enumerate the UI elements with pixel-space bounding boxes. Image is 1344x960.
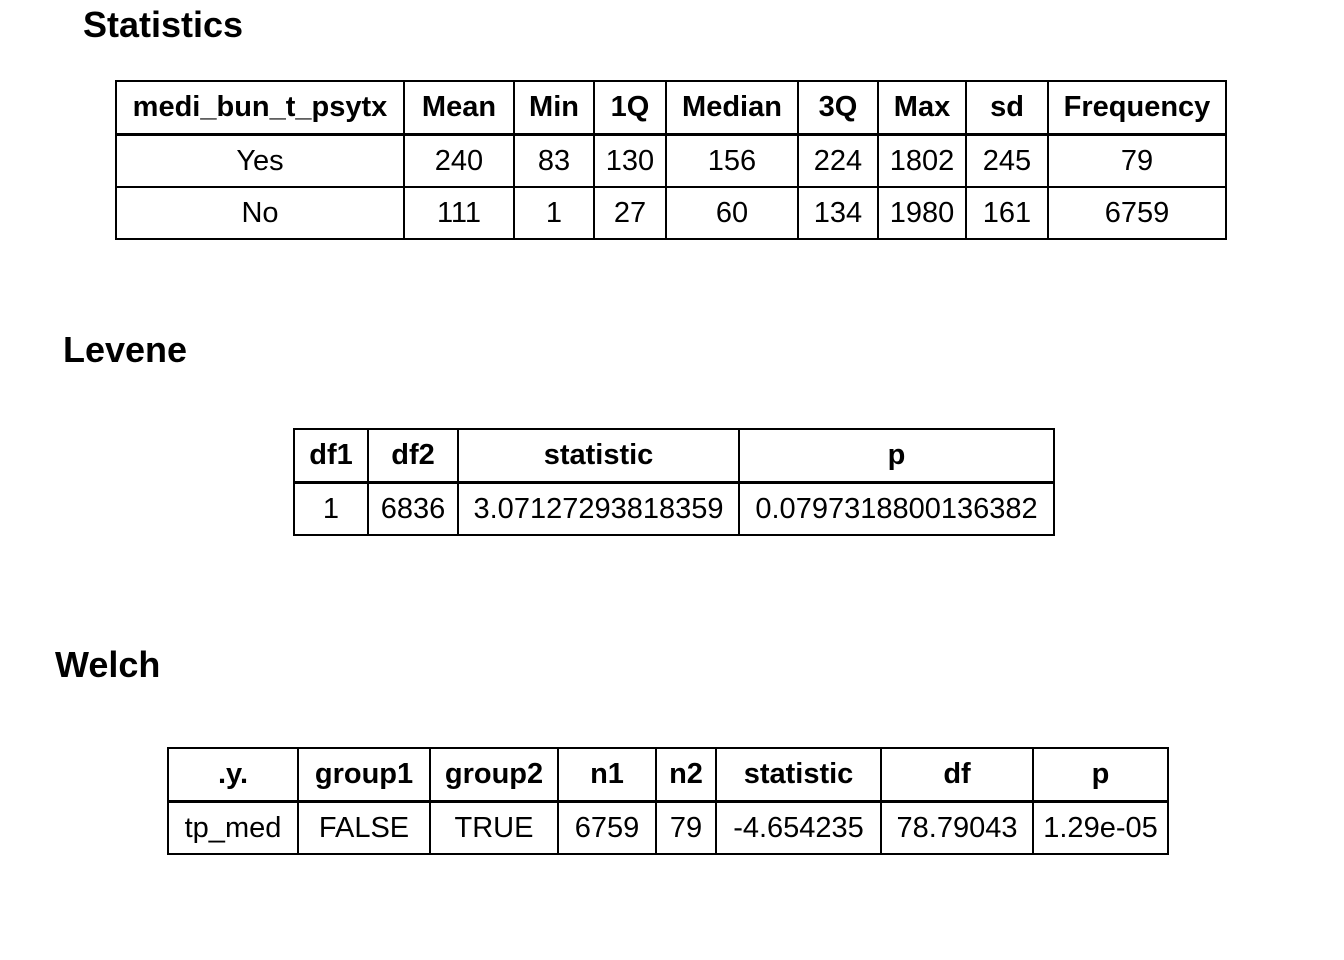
column-header: medi_bun_t_psytx bbox=[115, 80, 405, 136]
column-header: 3Q bbox=[797, 80, 879, 136]
column-header: group1 bbox=[297, 747, 431, 803]
data-cell: TRUE bbox=[429, 800, 559, 855]
data-cell: 111 bbox=[403, 186, 515, 240]
column-header: n2 bbox=[655, 747, 717, 803]
statistics-table: medi_bun_t_psytx Mean Min 1Q Median 3Q M… bbox=[115, 80, 1227, 240]
data-cell: 6836 bbox=[367, 481, 459, 536]
levene-heading: Levene bbox=[63, 329, 188, 370]
levene-table: df1 df2 statistic p 1 6836 3.07127293818… bbox=[293, 428, 1055, 536]
column-header: 1Q bbox=[593, 80, 667, 136]
welch-header-row: .y. group1 group2 n1 n2 statistic df p bbox=[167, 747, 1169, 803]
column-header: group2 bbox=[429, 747, 559, 803]
data-cell: 1802 bbox=[877, 133, 967, 188]
data-cell: 0.0797318800136382 bbox=[738, 481, 1055, 536]
data-cell: 1 bbox=[293, 481, 369, 536]
column-header: df2 bbox=[367, 428, 459, 484]
column-header: p bbox=[738, 428, 1055, 484]
column-header: sd bbox=[965, 80, 1049, 136]
column-header: df bbox=[880, 747, 1034, 803]
table-row: No 111 1 27 60 134 1980 161 6759 bbox=[115, 186, 1227, 240]
data-cell: 78.79043 bbox=[880, 800, 1034, 855]
column-header: statistic bbox=[715, 747, 882, 803]
data-cell: 134 bbox=[797, 186, 879, 240]
data-cell: 161 bbox=[965, 186, 1049, 240]
data-cell: 79 bbox=[1047, 133, 1227, 188]
column-header: p bbox=[1032, 747, 1169, 803]
data-cell: No bbox=[115, 186, 405, 240]
data-cell: FALSE bbox=[297, 800, 431, 855]
levene-header-row: df1 df2 statistic p bbox=[293, 428, 1055, 484]
table-row: Yes 240 83 130 156 224 1802 245 79 bbox=[115, 133, 1227, 188]
welch-table: .y. group1 group2 n1 n2 statistic df p t… bbox=[167, 747, 1169, 855]
table-row: tp_med FALSE TRUE 6759 79 -4.654235 78.7… bbox=[167, 800, 1169, 855]
statistics-heading: Statistics bbox=[83, 4, 244, 45]
statistics-header-row: medi_bun_t_psytx Mean Min 1Q Median 3Q M… bbox=[115, 80, 1227, 136]
column-header: Frequency bbox=[1047, 80, 1227, 136]
data-cell: 3.07127293818359 bbox=[457, 481, 740, 536]
column-header: statistic bbox=[457, 428, 740, 484]
data-cell: 83 bbox=[513, 133, 595, 188]
data-cell: 6759 bbox=[557, 800, 657, 855]
column-header: Max bbox=[877, 80, 967, 136]
data-cell: 1.29e-05 bbox=[1032, 800, 1169, 855]
data-cell: tp_med bbox=[167, 800, 299, 855]
table-row: 1 6836 3.07127293818359 0.07973188001363… bbox=[293, 481, 1055, 536]
welch-heading: Welch bbox=[55, 644, 161, 685]
column-header: df1 bbox=[293, 428, 369, 484]
column-header: Min bbox=[513, 80, 595, 136]
data-cell: 245 bbox=[965, 133, 1049, 188]
data-cell: 1 bbox=[513, 186, 595, 240]
column-header: .y. bbox=[167, 747, 299, 803]
data-cell: -4.654235 bbox=[715, 800, 882, 855]
data-cell: 156 bbox=[665, 133, 799, 188]
data-cell: Yes bbox=[115, 133, 405, 188]
column-header: Mean bbox=[403, 80, 515, 136]
column-header: n1 bbox=[557, 747, 657, 803]
data-cell: 224 bbox=[797, 133, 879, 188]
column-header: Median bbox=[665, 80, 799, 136]
data-cell: 79 bbox=[655, 800, 717, 855]
data-cell: 130 bbox=[593, 133, 667, 188]
data-cell: 1980 bbox=[877, 186, 967, 240]
data-cell: 60 bbox=[665, 186, 799, 240]
data-cell: 27 bbox=[593, 186, 667, 240]
data-cell: 6759 bbox=[1047, 186, 1227, 240]
data-cell: 240 bbox=[403, 133, 515, 188]
